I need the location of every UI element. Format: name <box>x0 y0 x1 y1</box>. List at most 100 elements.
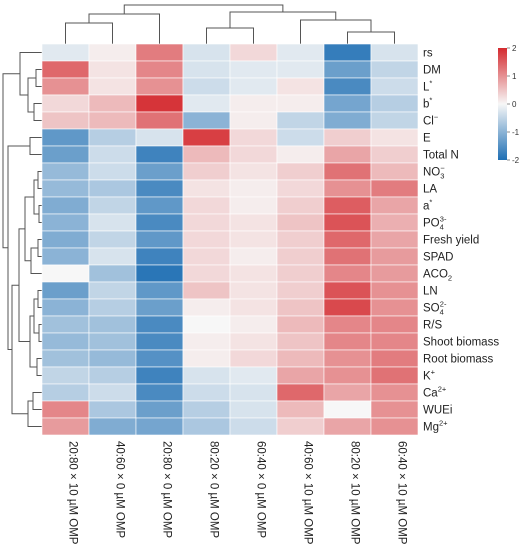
heatmap-cell <box>229 349 278 368</box>
heatmap-cell <box>135 60 184 79</box>
heatmap-cell <box>370 417 419 436</box>
heatmap-cell <box>88 247 137 266</box>
row-label: NO3− <box>423 164 445 181</box>
heatmap-cell <box>276 417 325 436</box>
heatmap-cell <box>88 315 137 334</box>
heatmap-cell <box>88 264 137 283</box>
row-label: E <box>423 133 431 145</box>
row-dendrogram <box>2 52 42 427</box>
dendrogram-branch <box>123 4 284 14</box>
heatmap-cell <box>88 179 137 198</box>
column-label: 80:20 × 0 µM OMP <box>208 441 220 538</box>
heatmap-cell <box>276 111 325 130</box>
row-label: rs <box>423 48 433 60</box>
heatmap-cell <box>41 145 90 164</box>
heatmap-cell <box>323 196 372 215</box>
heatmap-cell <box>229 145 278 164</box>
heatmap-cell <box>182 366 231 385</box>
dendrogram-branch <box>38 324 42 342</box>
heatmap-cell <box>88 366 137 385</box>
heatmap-cell <box>370 60 419 79</box>
heatmap-cell <box>276 349 325 368</box>
heatmap-cell <box>182 230 231 249</box>
dendrogram-branch <box>29 137 42 155</box>
heatmap-cell <box>135 332 184 351</box>
heatmap-cell <box>88 417 137 436</box>
heatmap-cell <box>182 400 231 419</box>
heatmap-cell <box>370 349 419 368</box>
heatmap-cell <box>323 247 372 266</box>
heatmap-cell <box>182 94 231 113</box>
heatmap-cell <box>182 111 231 130</box>
heatmap-cell <box>182 315 231 334</box>
dendrogram-branch <box>35 69 42 87</box>
heatmap-cell <box>323 43 372 62</box>
heatmap-cell <box>41 230 90 249</box>
row-label: Fresh yield <box>423 235 479 247</box>
legend-tick-label: 2 <box>512 44 517 53</box>
heatmap-cell <box>88 332 137 351</box>
heatmap-cell <box>135 400 184 419</box>
heatmap-cell <box>41 213 90 232</box>
heatmap-cell <box>135 281 184 300</box>
row-label: K+ <box>423 368 436 383</box>
row-label: L* <box>423 79 432 94</box>
heatmap-cell <box>41 162 90 181</box>
heatmap-cell <box>88 196 137 215</box>
row-label: Shoot biomass <box>423 337 499 349</box>
heatmap-cell <box>41 366 90 385</box>
heatmap-cell <box>370 298 419 317</box>
row-label: PO43- <box>423 215 447 232</box>
column-labels: 20:80 × 10 µM OMP 40:60 × 0 µM OMP 20:80 ×… <box>67 441 408 545</box>
row-label: ACO2 <box>423 269 452 283</box>
heatmap-cell <box>323 400 372 419</box>
heatmap-cell <box>370 94 419 113</box>
heatmap-cell <box>229 162 278 181</box>
heatmap-cell <box>229 128 278 147</box>
heatmap-cell <box>41 247 90 266</box>
heatmap-cell <box>41 60 90 79</box>
heatmap-cell <box>276 315 325 334</box>
heatmap-cell <box>182 264 231 283</box>
heatmap-cell <box>88 298 137 317</box>
heatmap-cell <box>88 213 137 232</box>
heatmap-cell <box>229 366 278 385</box>
dendrogram-branch <box>2 73 20 249</box>
heatmap-cell <box>41 264 90 283</box>
column-label: 40:60 × 10 µM OMP <box>302 441 314 545</box>
heatmap-cell <box>370 213 419 232</box>
row-label: SPAD <box>423 252 453 264</box>
heatmap-cell <box>276 230 325 249</box>
heatmap-cell <box>135 315 184 334</box>
heatmap-cell <box>88 111 137 130</box>
heatmap-cell <box>323 111 372 130</box>
dendrogram-branch <box>37 171 42 189</box>
heatmap-cell <box>182 298 231 317</box>
heatmap-cell <box>41 281 90 300</box>
heatmap-cell <box>276 213 325 232</box>
heatmap-cell <box>323 366 372 385</box>
heatmap-cell <box>135 94 184 113</box>
column-label: 40:60 × 0 µM OMP <box>114 441 126 538</box>
heatmap-cell <box>323 230 372 249</box>
heatmap-cell <box>323 281 372 300</box>
heatmap-cell <box>323 298 372 317</box>
dendrogram-branch <box>206 27 254 44</box>
row-label: LA <box>423 184 437 196</box>
heatmap-cell <box>370 111 419 130</box>
heatmap-cell <box>182 213 231 232</box>
heatmap-cell <box>276 43 325 62</box>
heatmap-cell <box>135 179 184 198</box>
dendrogram-branch <box>11 284 28 415</box>
heatmap-cell <box>370 400 419 419</box>
heatmap-cell <box>323 349 372 368</box>
heatmap-cell <box>41 315 90 334</box>
heatmap-cell <box>135 77 184 96</box>
heatmap-cell <box>135 196 184 215</box>
heatmap-cell <box>370 332 419 351</box>
heatmap-cell <box>135 213 184 232</box>
heatmap-cell <box>88 43 137 62</box>
legend-tick-label: 0 <box>512 100 517 109</box>
heatmap-cell <box>88 94 137 113</box>
heatmap-cell <box>229 60 278 79</box>
